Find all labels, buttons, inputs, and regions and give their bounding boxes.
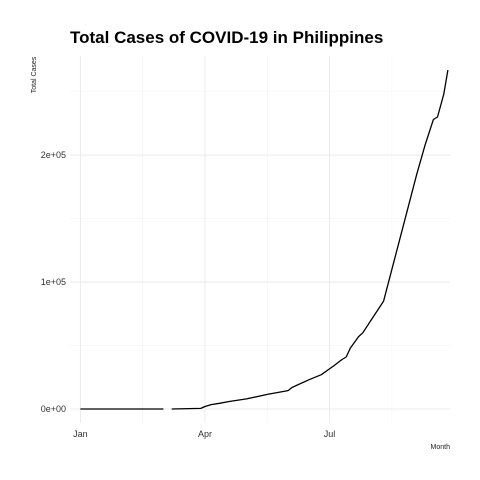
chart-title: Total Cases of COVID-19 in Philippines [70, 28, 383, 47]
y-axis-label: Total Cases [31, 56, 38, 93]
x-tick-label: Jul [324, 429, 336, 439]
grid [70, 56, 450, 423]
y-tick-label: 2e+05 [41, 150, 66, 160]
y-tick-label: 1e+05 [41, 277, 66, 287]
series [80, 69, 449, 410]
x-tick-label: Apr [198, 429, 212, 439]
x-axis-label: Month [431, 444, 451, 451]
series-line [171, 69, 449, 410]
tick-labels: 0e+00 1e+05 2e+05 Jan Apr Jul [41, 150, 336, 439]
x-tick-label: Jan [73, 429, 88, 439]
y-tick-label: 0e+00 [41, 404, 66, 414]
